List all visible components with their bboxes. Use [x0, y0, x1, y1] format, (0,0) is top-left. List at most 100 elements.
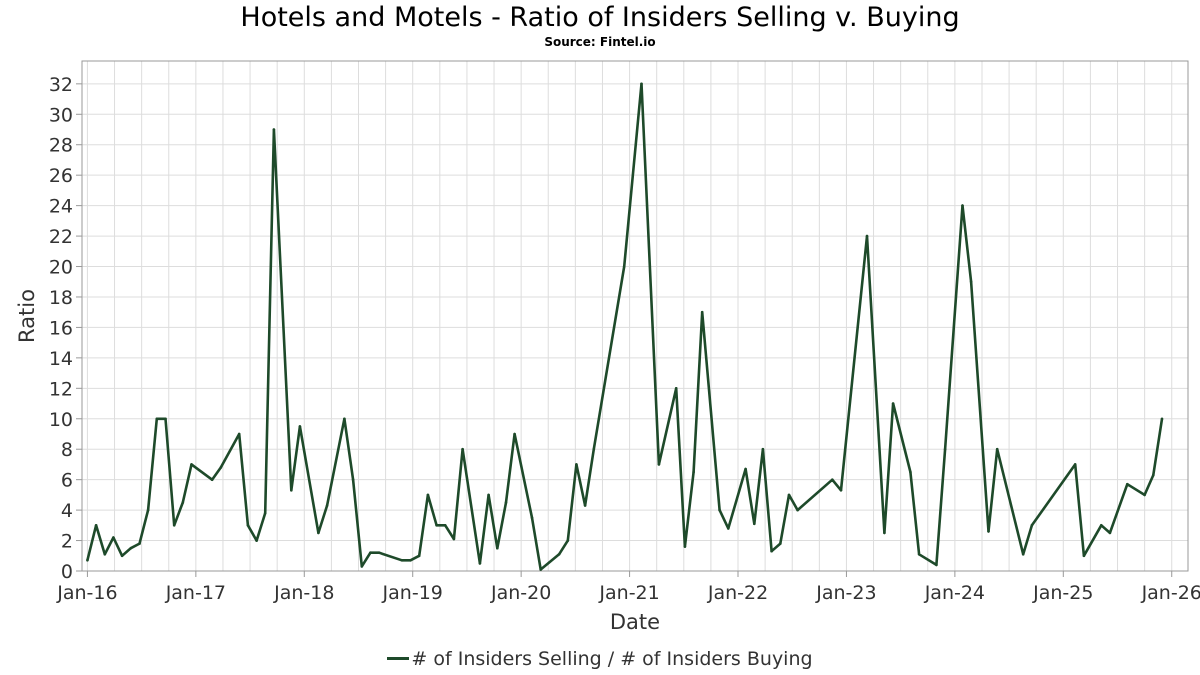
data-point	[583, 504, 587, 507]
data-point	[1030, 524, 1034, 527]
chart-title: Hotels and Motels - Ratio of Insiders Se…	[240, 2, 960, 33]
data-point	[172, 524, 176, 527]
data-point	[360, 565, 364, 568]
data-point	[317, 531, 320, 535]
x-axis-label: Date	[610, 610, 660, 634]
data-point	[839, 489, 843, 492]
data-point	[409, 559, 412, 562]
series-line	[86, 82, 1164, 571]
data-point	[343, 417, 346, 421]
data-point	[478, 562, 482, 565]
data-point	[718, 508, 721, 512]
data-point	[787, 493, 791, 497]
x-tick-label: Jan-18	[273, 582, 334, 604]
data-point	[917, 553, 921, 556]
chart-subtitle: Source: Fintel.io	[544, 35, 656, 49]
data-point	[744, 467, 747, 471]
x-tick-label: Jan-25	[1032, 582, 1093, 604]
x-tick-label: Jan-19	[382, 582, 443, 604]
data-point	[943, 447, 947, 451]
data-point	[865, 234, 869, 238]
data-point	[575, 463, 578, 466]
data-point	[770, 549, 773, 553]
data-point	[761, 447, 765, 451]
data-point	[164, 417, 167, 421]
y-tick-label: 28	[49, 135, 73, 157]
plot-area-frame	[81, 60, 1189, 572]
data-point	[219, 466, 223, 469]
data-point	[883, 531, 886, 535]
data-point	[530, 516, 534, 519]
data-point	[727, 527, 730, 530]
data-point	[190, 463, 193, 466]
x-tick-label: Jan-16	[56, 582, 117, 604]
y-tick-label: 12	[49, 378, 73, 400]
data-point	[504, 501, 508, 504]
data-point	[1021, 553, 1025, 556]
x-axis-ticks: Jan-16 Jan-17 Jan-18 Jan-19 Jan-20 Jan-21 Jan-…	[56, 571, 1200, 604]
data-point	[246, 524, 250, 527]
data-point	[796, 508, 799, 512]
y-tick-label: 2	[61, 531, 73, 553]
data-point	[129, 546, 133, 550]
y-tick-label: 6	[61, 470, 73, 492]
data-point	[120, 554, 124, 558]
data-point	[969, 280, 973, 284]
y-tick-label: 30	[49, 104, 73, 126]
x-tick-label: Jan-23	[815, 582, 876, 604]
data-point	[683, 545, 687, 548]
data-point	[369, 551, 372, 554]
data-point	[1143, 493, 1146, 497]
x-tick-label: Jan-20	[490, 582, 551, 604]
data-point	[513, 432, 516, 436]
y-tick-label: 26	[49, 165, 73, 187]
data-point	[435, 524, 438, 527]
data-point	[298, 425, 302, 428]
data-point	[891, 402, 895, 405]
data-point	[290, 489, 293, 492]
data-point	[443, 524, 447, 527]
data-point	[831, 478, 834, 482]
data-point	[622, 265, 626, 268]
data-point	[700, 310, 704, 314]
data-point	[86, 559, 89, 562]
data-point	[487, 493, 490, 497]
x-tick-label: Jan-26	[1141, 582, 1200, 604]
data-point	[103, 553, 107, 556]
data-point	[94, 524, 98, 527]
y-tick-label: 10	[49, 409, 73, 431]
data-point	[557, 553, 561, 556]
data-point	[1108, 531, 1112, 535]
data-point	[237, 432, 241, 436]
data-point	[112, 536, 115, 539]
legend-label: # of Insiders Selling / # of Insiders Bu…	[411, 648, 813, 670]
data-point	[566, 539, 570, 542]
data-point	[539, 568, 542, 571]
x-tick-label: Jan-21	[598, 582, 659, 604]
data-point	[640, 82, 643, 86]
y-tick-label: 14	[49, 348, 73, 370]
series-group	[86, 82, 1164, 571]
data-point	[181, 501, 185, 504]
data-point	[461, 447, 464, 451]
data-point	[592, 447, 596, 451]
data-point	[987, 530, 990, 533]
data-point	[400, 559, 404, 562]
data-point	[657, 463, 661, 466]
data-point	[155, 417, 159, 421]
y-tick-label: 16	[49, 317, 73, 339]
data-point	[255, 539, 258, 542]
y-tick-label: 24	[49, 196, 73, 218]
data-point	[692, 470, 695, 474]
data-point	[146, 508, 150, 512]
y-tick-label: 22	[49, 226, 73, 248]
data-point	[496, 546, 499, 550]
y-tick-label: 20	[49, 257, 73, 279]
data-point	[325, 504, 329, 507]
y-tick-label: 32	[49, 74, 73, 96]
data-point	[779, 542, 782, 545]
data-point	[909, 470, 912, 474]
data-point	[1073, 463, 1077, 466]
